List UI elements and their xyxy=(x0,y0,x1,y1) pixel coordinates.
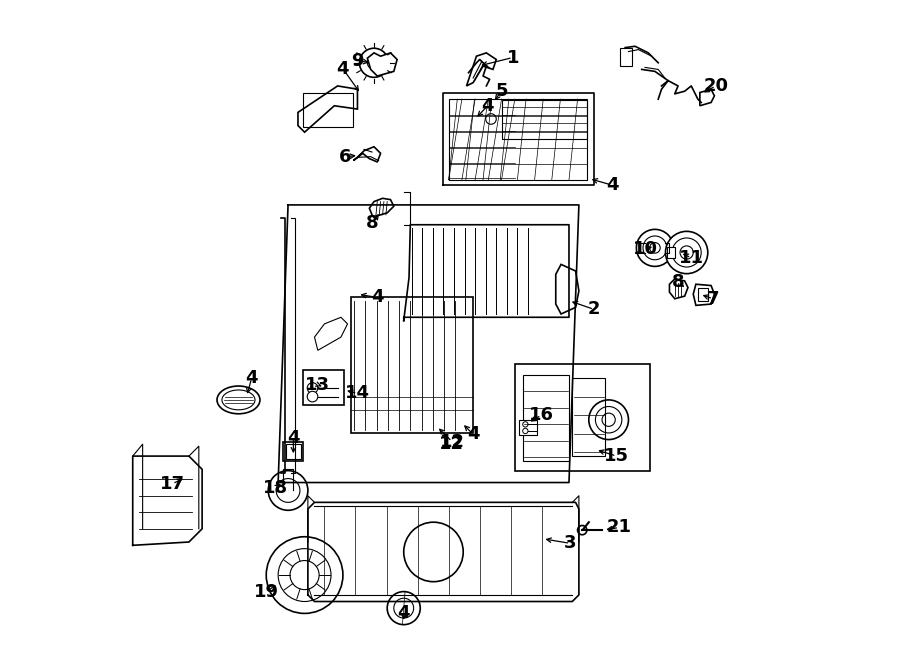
Polygon shape xyxy=(367,53,397,76)
Bar xyxy=(523,375,569,461)
Bar xyxy=(620,48,632,66)
Text: 4: 4 xyxy=(246,369,258,387)
Polygon shape xyxy=(667,247,675,258)
Bar xyxy=(303,93,353,127)
Text: 18: 18 xyxy=(263,479,288,497)
Circle shape xyxy=(278,549,331,602)
Circle shape xyxy=(387,592,420,625)
Circle shape xyxy=(523,428,528,434)
Circle shape xyxy=(650,243,661,253)
Polygon shape xyxy=(314,317,347,350)
Text: 4: 4 xyxy=(398,603,410,622)
Text: 6: 6 xyxy=(339,147,352,166)
Bar xyxy=(303,370,344,405)
Text: 5: 5 xyxy=(495,82,508,100)
Circle shape xyxy=(359,48,389,77)
Text: 4: 4 xyxy=(337,59,349,78)
Circle shape xyxy=(394,598,414,618)
Circle shape xyxy=(276,479,300,502)
Text: 17: 17 xyxy=(160,475,184,493)
Ellipse shape xyxy=(222,390,255,410)
Bar xyxy=(284,442,303,461)
Circle shape xyxy=(307,383,318,393)
Text: 20: 20 xyxy=(703,77,728,95)
Circle shape xyxy=(596,407,622,433)
Text: 8: 8 xyxy=(366,214,379,232)
Text: 16: 16 xyxy=(528,406,554,424)
Text: 14: 14 xyxy=(345,384,370,403)
Circle shape xyxy=(266,537,343,613)
Text: 4: 4 xyxy=(371,288,383,307)
Polygon shape xyxy=(700,89,715,106)
Bar xyxy=(449,99,588,180)
Text: 19: 19 xyxy=(255,582,279,601)
Text: 7: 7 xyxy=(706,290,719,308)
Text: 3: 3 xyxy=(564,534,577,553)
Polygon shape xyxy=(466,53,496,86)
Bar xyxy=(286,444,301,459)
Circle shape xyxy=(307,391,318,402)
Text: 4: 4 xyxy=(287,428,300,447)
Text: 4: 4 xyxy=(606,176,618,194)
Circle shape xyxy=(643,236,667,260)
Ellipse shape xyxy=(217,386,260,414)
Circle shape xyxy=(290,561,320,590)
Polygon shape xyxy=(369,198,394,217)
Text: 8: 8 xyxy=(671,273,684,292)
Bar xyxy=(518,420,537,435)
Circle shape xyxy=(404,522,464,582)
Circle shape xyxy=(268,471,308,510)
Circle shape xyxy=(602,413,616,426)
Text: 10: 10 xyxy=(633,240,658,258)
Circle shape xyxy=(665,231,707,274)
Polygon shape xyxy=(556,264,579,314)
Circle shape xyxy=(589,400,628,440)
Polygon shape xyxy=(693,284,715,305)
Text: 21: 21 xyxy=(607,518,632,537)
Text: 13: 13 xyxy=(305,375,330,394)
Bar xyxy=(698,288,707,301)
Bar xyxy=(501,100,588,139)
Polygon shape xyxy=(670,279,688,299)
Polygon shape xyxy=(298,86,357,132)
Circle shape xyxy=(367,56,381,69)
Text: 9: 9 xyxy=(351,52,364,70)
Text: 1: 1 xyxy=(507,48,519,67)
Text: 12: 12 xyxy=(439,435,464,453)
Text: 4: 4 xyxy=(467,425,480,444)
Bar xyxy=(572,378,606,456)
Text: 12: 12 xyxy=(439,432,464,451)
Text: 2: 2 xyxy=(588,300,600,319)
Circle shape xyxy=(636,229,673,266)
Circle shape xyxy=(578,525,587,535)
Circle shape xyxy=(523,422,528,427)
Circle shape xyxy=(672,238,701,267)
Text: 15: 15 xyxy=(604,447,629,465)
Text: 11: 11 xyxy=(679,249,704,267)
Circle shape xyxy=(680,246,693,259)
Bar xyxy=(515,364,651,471)
Circle shape xyxy=(486,114,496,124)
Bar xyxy=(351,297,473,433)
Text: 4: 4 xyxy=(482,97,494,115)
